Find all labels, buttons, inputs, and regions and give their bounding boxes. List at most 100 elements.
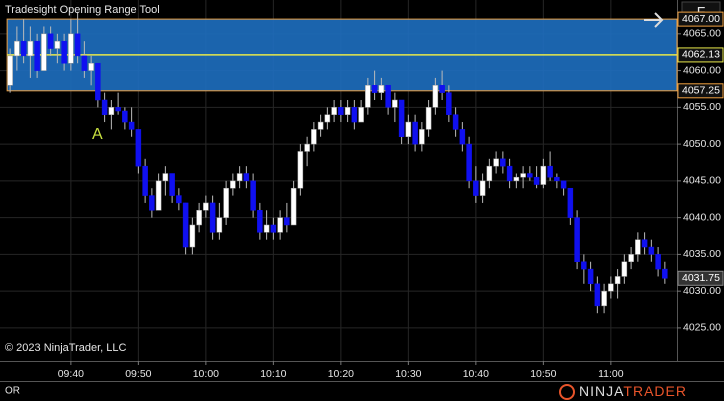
candle-body: [412, 121, 418, 145]
candle-body: [358, 107, 364, 123]
candle-body: [344, 107, 351, 115]
candle-body: [236, 173, 243, 182]
candle-body: [439, 85, 445, 93]
candle-body: [257, 210, 263, 233]
x-tick-label: 09:50: [125, 368, 151, 380]
candle-body: [628, 254, 634, 262]
candle-body: [270, 224, 277, 233]
logo-icon: [559, 384, 575, 400]
candle-body: [520, 173, 526, 178]
candle-body: [34, 40, 40, 71]
candle-body: [365, 85, 371, 108]
logo-part: TRADER: [623, 383, 687, 399]
candle-body: [662, 268, 668, 279]
x-tick-label: 10:40: [463, 368, 489, 380]
candle-body: [527, 173, 533, 178]
arrow-icon[interactable]: [644, 12, 664, 28]
candle-body: [614, 276, 621, 285]
candle-body: [635, 239, 641, 255]
logo: NINJATRADER: [579, 383, 687, 399]
candle-body: [284, 217, 290, 226]
candle-body: [68, 33, 74, 64]
candle-body: [601, 290, 607, 307]
price-tag: [677, 47, 724, 63]
candle-body: [243, 173, 250, 182]
candle-body: [216, 217, 223, 233]
price-tag-label: 4067.00: [682, 13, 720, 25]
candle-body: [419, 129, 425, 145]
candle-body: [250, 180, 256, 211]
candle-body: [230, 180, 236, 189]
candle-body: [317, 121, 324, 130]
candle-body: [115, 107, 121, 112]
candle-body: [567, 187, 574, 218]
candle-body: [581, 261, 587, 270]
candle-body: [473, 180, 479, 196]
y-tick-label: 4050.00: [683, 138, 721, 150]
price-tag-label: 4062.13: [682, 49, 720, 61]
candle-body: [324, 114, 331, 123]
candle-body: [7, 55, 13, 86]
candle-body: [540, 165, 547, 185]
candle-body: [446, 92, 452, 115]
x-tick-label: 10:00: [193, 368, 219, 380]
candle-body: [277, 217, 283, 233]
logo-part: NINJA: [579, 383, 624, 399]
y-tick-label: 4045.00: [683, 175, 721, 187]
price-tag-label: 4031.75: [682, 272, 720, 284]
plot: 4025.00 4030.00 4035.00 4040.00 4045.00 4050.…: [0, 0, 721, 380]
y-tick-label: 4055.00: [683, 101, 721, 113]
candle-body: [479, 180, 486, 196]
x-tick-label: 09:40: [58, 368, 84, 380]
y-tick-label: 4040.00: [683, 211, 721, 223]
candle-body: [554, 176, 560, 182]
candle-body: [506, 165, 513, 182]
candle-body: [223, 187, 229, 218]
candle-body: [122, 110, 128, 123]
candle-body: [155, 180, 162, 211]
candle-body: [533, 176, 540, 185]
y-tick-label: 4065.00: [683, 28, 721, 40]
candle-body: [378, 85, 385, 93]
candle-body: [290, 187, 297, 226]
candle-body: [587, 268, 594, 285]
candle-body: [263, 224, 270, 233]
candle-body: [47, 33, 54, 49]
price-tag: [677, 11, 724, 27]
candle-body: [54, 40, 61, 49]
candle-body: [621, 261, 628, 277]
candle-body: [162, 173, 169, 182]
candle-body: [196, 210, 202, 226]
candle-body: [493, 158, 499, 167]
candle-body: [574, 217, 580, 262]
candle-body: [74, 33, 81, 57]
y-tick-label: 4025.00: [683, 322, 721, 334]
copyright: © 2023 NinjaTrader, LLC: [5, 342, 126, 354]
candle-body: [398, 99, 405, 138]
price-tag-label: 4057.25: [682, 85, 720, 97]
footer-label: OR: [5, 386, 20, 397]
candle-body: [203, 202, 209, 211]
candle-body: [169, 173, 175, 196]
candle-body: [351, 107, 358, 123]
candle-body: [331, 107, 337, 115]
price-tag: [677, 270, 724, 286]
annotation: A: [92, 126, 103, 143]
candle-body: [385, 85, 391, 108]
candle-body: [176, 195, 182, 204]
candle-body: [128, 121, 135, 130]
candle-body: [608, 283, 614, 292]
candle-body: [149, 195, 155, 211]
candle-body: [459, 129, 466, 145]
candle-body: [311, 129, 317, 145]
candle-body: [41, 33, 47, 71]
candle-body: [392, 99, 398, 108]
y-tick-label: 4030.00: [683, 285, 721, 297]
y-tick-label: 4035.00: [683, 248, 721, 260]
x-tick-label: 10:10: [260, 368, 286, 380]
chart-title: Tradesight Opening Range Tool: [5, 4, 160, 16]
candle-body: [297, 151, 304, 189]
candle-body: [338, 107, 344, 115]
